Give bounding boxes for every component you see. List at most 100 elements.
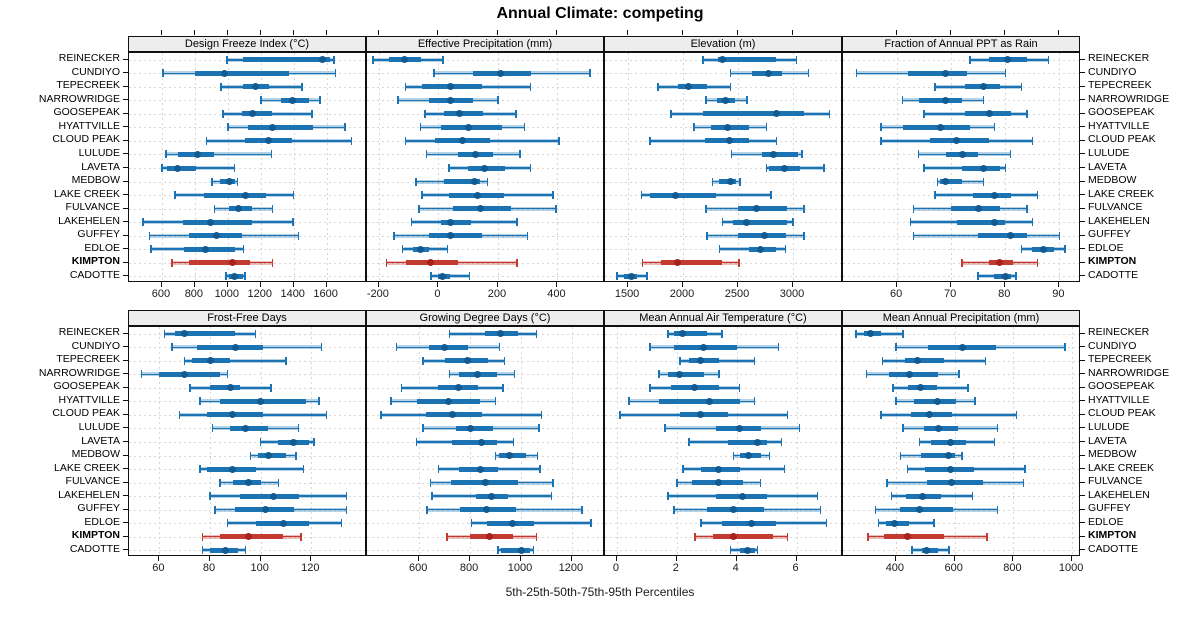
panel-title: Elevation (m) (690, 38, 756, 50)
median-dot (923, 546, 931, 554)
interval-cap (442, 55, 444, 64)
median-dot (725, 137, 733, 145)
site-label-left: LULUDE (78, 146, 120, 159)
x-tick (292, 282, 294, 287)
interval-band-iqr (441, 219, 472, 225)
interval-cap (961, 451, 963, 460)
interval-cap (222, 109, 224, 118)
median-dot (202, 245, 210, 253)
site-label-left: LAKE CREEK (54, 461, 120, 474)
interval-cap (1004, 164, 1007, 172)
median-dot (464, 123, 472, 131)
interval-cap (470, 519, 473, 528)
site-label-right: REINECKER (1088, 52, 1150, 65)
interval-cap (301, 82, 303, 91)
interval-cap (199, 465, 201, 474)
median-dot (754, 438, 762, 446)
x-tick-label: 600 (151, 288, 171, 300)
x-tick-label: 6 (792, 562, 799, 574)
interval-cap (350, 136, 353, 145)
interval-cap (199, 397, 201, 406)
interval-cap (515, 109, 517, 118)
x-tick-label: 3000 (779, 288, 805, 300)
median-dot (464, 357, 472, 365)
median-dot (290, 438, 298, 446)
median-dot (400, 56, 408, 64)
gridline-vertical (1013, 327, 1015, 555)
interval-cap (982, 96, 985, 105)
interval-band-iqr (673, 331, 707, 337)
interval-cap (393, 231, 395, 240)
gridline-vertical (1059, 53, 1061, 281)
interval-cap (410, 218, 413, 227)
interval-cap (729, 546, 732, 555)
y-tick (123, 346, 128, 348)
gridline-vertical (738, 53, 740, 281)
gridline-horizontal (843, 276, 1079, 278)
median-dot (958, 150, 966, 158)
interval-cap (581, 505, 583, 514)
interval-band-iqr (174, 331, 236, 337)
median-dot (474, 370, 482, 378)
interval-cap (297, 424, 300, 433)
gridline-horizontal (129, 455, 365, 457)
x-tick-label: 90 (1052, 288, 1065, 300)
interval-cap (901, 96, 904, 105)
median-dot (915, 506, 923, 514)
y-tick (123, 85, 128, 87)
y-tick (1080, 346, 1085, 348)
interval-cap (213, 204, 216, 213)
x-tick (682, 30, 684, 35)
panel-title: Mean Annual Air Temperature (°C) (639, 312, 807, 324)
interval-cap (640, 191, 643, 200)
median-dot (225, 178, 233, 186)
interval-band-light (430, 274, 470, 279)
site-label-right: HYATTVILLE (1088, 119, 1150, 132)
median-dot (446, 232, 454, 240)
interval-cap (732, 451, 735, 460)
interval-cap (705, 204, 707, 213)
interval-cap (429, 478, 432, 487)
x-tick (791, 282, 793, 287)
site-label-left: CLOUD PEAK (52, 407, 120, 420)
site-label-left: LAVETA (81, 434, 120, 447)
interval-cap (792, 218, 794, 227)
interval-cap (334, 69, 337, 78)
x-tick-label: 2000 (669, 288, 695, 300)
median-dot (748, 519, 756, 527)
interval-cap (855, 329, 857, 338)
median-dot (476, 465, 484, 473)
gridline-vertical (951, 53, 953, 281)
site-label-left: GOOSEPEAK (53, 106, 120, 119)
interval-cap (721, 218, 724, 227)
x-tick-label: 70 (944, 288, 957, 300)
gridline-horizontal (367, 455, 603, 457)
x-tick (795, 556, 797, 561)
interval-cap (783, 465, 786, 474)
y-tick (123, 194, 128, 196)
site-label-right: LAKE CREEK (1088, 187, 1154, 200)
median-dot (497, 69, 505, 77)
interval-cap (526, 231, 529, 240)
median-dot (476, 205, 484, 213)
gridline-vertical (676, 327, 678, 555)
median-dot (730, 533, 738, 541)
median-dot (229, 259, 237, 267)
x-tick (418, 556, 420, 561)
interval-cap (753, 397, 756, 406)
x-tick (950, 30, 952, 35)
interval-cap (437, 465, 440, 474)
x-tick-label: 1400 (280, 288, 305, 300)
interval-cap (801, 150, 803, 159)
interval-cap (958, 370, 960, 379)
interval-cap (877, 519, 879, 528)
interval-cap (969, 55, 971, 64)
interval-cap (320, 343, 323, 352)
interval-cap (1015, 410, 1018, 419)
x-tick-label: 80 (202, 562, 216, 574)
median-dot (458, 137, 466, 145)
y-tick (1080, 359, 1085, 361)
interval-cap (270, 383, 272, 392)
interval-cap (1064, 343, 1066, 352)
median-dot (268, 123, 276, 131)
